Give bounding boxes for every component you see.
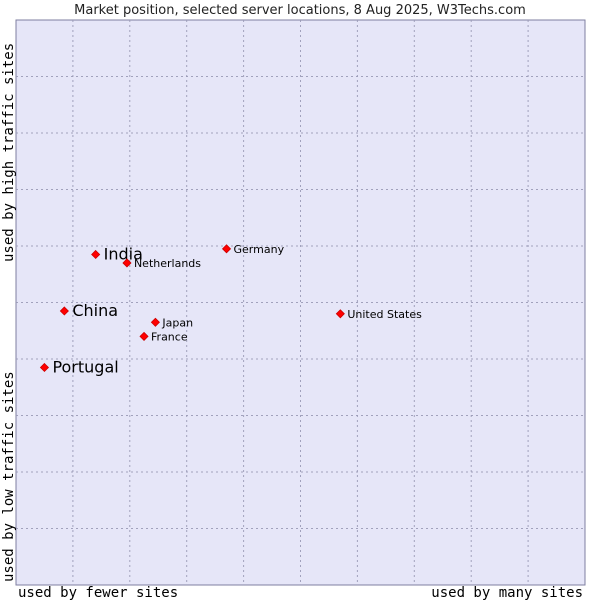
scatter-marker xyxy=(91,249,101,260)
x-axis-label-right: used by many sites xyxy=(431,585,583,600)
grid-lines xyxy=(16,20,585,585)
point-label: France xyxy=(151,330,188,343)
point-label: Germany xyxy=(234,243,285,256)
scatter-marker xyxy=(150,317,160,327)
data-point-china: China xyxy=(59,301,118,320)
scatter-marker xyxy=(39,362,50,373)
data-point-india: India xyxy=(91,244,143,263)
data-point-portugal: Portugal xyxy=(39,357,119,376)
data-point-france: France xyxy=(139,330,188,343)
point-label: United States xyxy=(347,308,422,321)
point-label: Netherlands xyxy=(134,257,201,270)
scatter-marker xyxy=(221,244,232,254)
data-point-germany: Germany xyxy=(221,243,285,256)
chart-title: Market position, selected server locatio… xyxy=(74,3,526,18)
points-layer: India China Portugal Netherlands Germany Japa… xyxy=(39,243,422,376)
y-axis-label-bottom: used by low traffic sites xyxy=(1,371,17,582)
scatter-marker xyxy=(335,309,345,319)
x-axis-label-left: used by fewer sites xyxy=(18,585,178,600)
scatter-marker xyxy=(122,258,132,268)
data-point-japan: Japan xyxy=(150,316,193,329)
data-point-netherlands: Netherlands xyxy=(122,257,201,270)
y-axis-label-top: used by high traffic sites xyxy=(1,43,17,262)
scatter-marker xyxy=(139,331,149,341)
point-label: China xyxy=(72,301,118,320)
point-label: Japan xyxy=(161,316,193,329)
scatter-marker xyxy=(59,306,69,316)
point-label: Portugal xyxy=(52,357,118,376)
data-point-united-states: United States xyxy=(335,308,422,321)
point-label: India xyxy=(104,244,143,263)
